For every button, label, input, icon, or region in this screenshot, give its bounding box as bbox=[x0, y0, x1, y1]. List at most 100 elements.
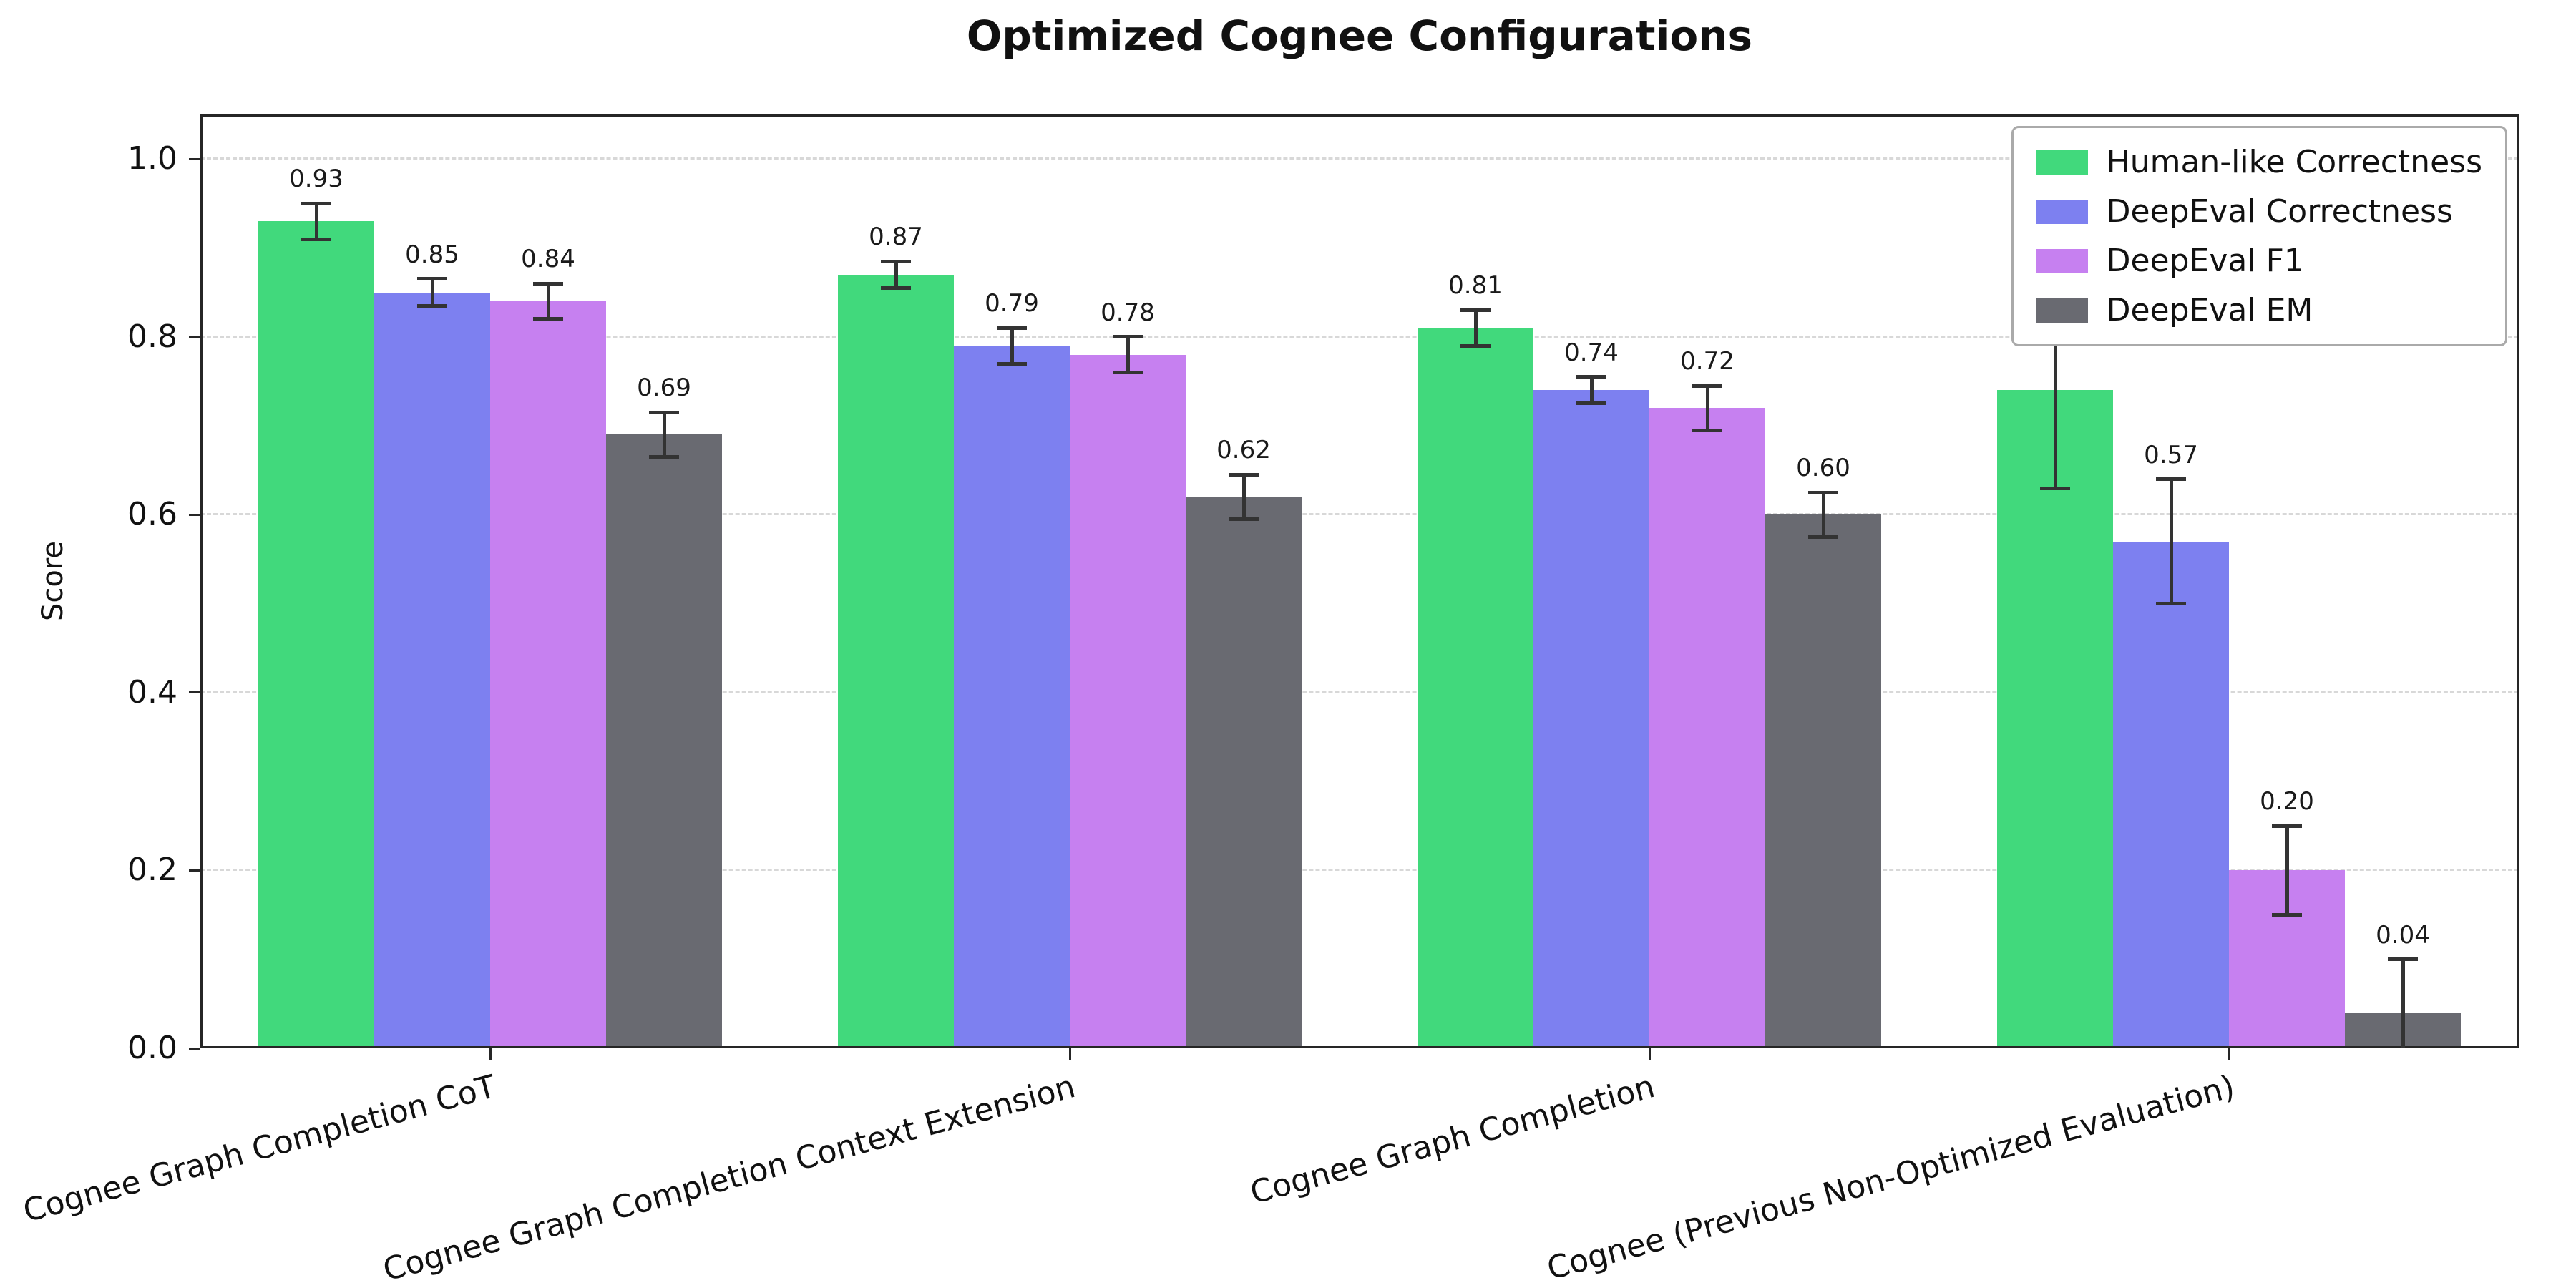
error-bar-cap bbox=[1113, 370, 1143, 374]
legend-label: DeepEval EM bbox=[2106, 292, 2313, 328]
error-bar-cap bbox=[997, 361, 1027, 366]
bar-human-like-correctness bbox=[838, 274, 954, 1048]
legend-swatch-deepeval-correctness bbox=[2036, 199, 2088, 224]
bar-deepeval-correctness bbox=[374, 292, 490, 1048]
error-bar bbox=[662, 412, 666, 457]
error-bar-cap bbox=[2156, 477, 2186, 482]
bar-value-label: 0.87 bbox=[869, 223, 923, 252]
bar-value-label: 0.74 bbox=[1564, 338, 1619, 367]
error-bar bbox=[894, 261, 898, 288]
error-bar bbox=[2053, 292, 2057, 488]
bar-deepeval-correctness bbox=[2113, 541, 2229, 1048]
y-tick-mark bbox=[189, 157, 200, 160]
error-bar bbox=[2285, 826, 2289, 915]
error-bar-cap bbox=[301, 201, 331, 205]
error-bar bbox=[1473, 310, 1478, 346]
bar-value-label: 0.78 bbox=[1101, 298, 1155, 327]
error-bar bbox=[430, 278, 434, 306]
bar-value-label: 0.85 bbox=[405, 240, 459, 269]
x-tick-label: Cognee Graph Completion bbox=[1246, 1068, 1659, 1212]
chart-title: Optimized Cognee Configurations bbox=[966, 11, 1753, 60]
error-bar-cap bbox=[649, 455, 679, 459]
bar-deepeval-em bbox=[606, 434, 722, 1048]
error-bar-cap bbox=[1808, 535, 1838, 539]
x-tick-label: Cognee Graph Completion CoT bbox=[19, 1068, 500, 1230]
bar-value-label: 0.84 bbox=[521, 245, 575, 274]
y-tick-label: 0.6 bbox=[127, 496, 177, 533]
bar-human-like-correctness bbox=[1418, 328, 1533, 1048]
y-tick-label: 0.8 bbox=[127, 318, 177, 355]
bar-deepeval-em bbox=[1765, 514, 1881, 1048]
error-bar-cap bbox=[881, 286, 911, 290]
bar-deepeval-correctness bbox=[954, 346, 1070, 1048]
bar-value-label: 0.69 bbox=[637, 374, 691, 403]
y-tick-label: 0.2 bbox=[127, 852, 177, 889]
legend-item: DeepEval Correctness bbox=[2036, 193, 2482, 230]
legend-label: DeepEval Correctness bbox=[2106, 193, 2453, 230]
error-bar bbox=[1241, 474, 1246, 519]
error-bar-cap bbox=[301, 237, 331, 241]
error-bar bbox=[1010, 328, 1014, 364]
error-bar-cap bbox=[1229, 517, 1259, 521]
error-bar bbox=[2401, 959, 2405, 1048]
error-bar-cap bbox=[533, 317, 563, 321]
error-bar bbox=[1126, 336, 1130, 373]
legend-swatch-human-like-correctness bbox=[2036, 150, 2088, 175]
gridline bbox=[200, 869, 2519, 872]
legend-label: Human-like Correctness bbox=[2106, 144, 2482, 180]
plot-area: 0.93 0.85 0.84 0.69 0.87 0.79 0.78 0.62 0.81 0.74… bbox=[200, 114, 2519, 1048]
bar-deepeval-f1 bbox=[490, 301, 606, 1048]
error-bar bbox=[1589, 376, 1594, 404]
gridline bbox=[200, 691, 2519, 693]
error-bar-cap bbox=[417, 277, 447, 281]
error-bar-cap bbox=[1460, 308, 1491, 312]
bar-value-label: 0.93 bbox=[289, 165, 343, 194]
legend-swatch-deepeval-f1 bbox=[2036, 248, 2088, 273]
error-bar-cap bbox=[1692, 428, 1722, 432]
error-bar-cap bbox=[1808, 490, 1838, 494]
bar-value-label: 0.81 bbox=[1448, 271, 1503, 301]
bar-value-label: 0.60 bbox=[1796, 454, 1850, 483]
error-bar bbox=[1821, 492, 1825, 537]
error-bar-cap bbox=[2272, 824, 2302, 828]
y-tick-mark bbox=[189, 513, 200, 516]
x-tick-mark bbox=[489, 1048, 492, 1060]
bar-value-label: 0.20 bbox=[2260, 787, 2314, 816]
error-bar-cap bbox=[2040, 486, 2070, 490]
bar-value-label: 0.04 bbox=[2376, 920, 2430, 950]
error-bar-cap bbox=[1460, 343, 1491, 348]
error-bar-cap bbox=[649, 410, 679, 414]
error-bar bbox=[314, 203, 318, 239]
error-bar-cap bbox=[2156, 602, 2186, 606]
y-axis-label: Score bbox=[36, 540, 69, 622]
bar-human-like-correctness bbox=[1997, 390, 2113, 1048]
error-bar bbox=[546, 283, 550, 319]
legend-item: Human-like Correctness bbox=[2036, 144, 2482, 180]
error-bar-cap bbox=[997, 326, 1027, 330]
gridline bbox=[200, 157, 2519, 160]
y-tick-label: 0.4 bbox=[127, 673, 177, 711]
bar-human-like-correctness bbox=[258, 221, 374, 1048]
x-tick-mark bbox=[2228, 1048, 2230, 1060]
error-bar-cap bbox=[1576, 375, 1606, 379]
error-bar-cap bbox=[417, 303, 447, 308]
error-bar-cap bbox=[1692, 384, 1722, 388]
legend-label: DeepEval F1 bbox=[2106, 243, 2304, 279]
bar-value-label: 0.72 bbox=[1680, 347, 1735, 376]
bar-value-label: 0.57 bbox=[2144, 440, 2198, 469]
error-bar-cap bbox=[881, 259, 911, 263]
x-tick-mark bbox=[1648, 1048, 1651, 1060]
error-bar-cap bbox=[1113, 335, 1143, 339]
gridline bbox=[200, 335, 2519, 338]
error-bar-cap bbox=[1229, 472, 1259, 477]
legend-item: DeepEval F1 bbox=[2036, 243, 2482, 279]
error-bar bbox=[1705, 386, 1709, 431]
bar-deepeval-f1 bbox=[1649, 408, 1765, 1048]
y-tick-mark bbox=[189, 869, 200, 872]
gridline bbox=[200, 513, 2519, 516]
error-bar-cap bbox=[2272, 913, 2302, 917]
error-bar-cap bbox=[2388, 957, 2418, 962]
legend-item: DeepEval EM bbox=[2036, 292, 2482, 328]
y-tick-mark bbox=[189, 691, 200, 694]
